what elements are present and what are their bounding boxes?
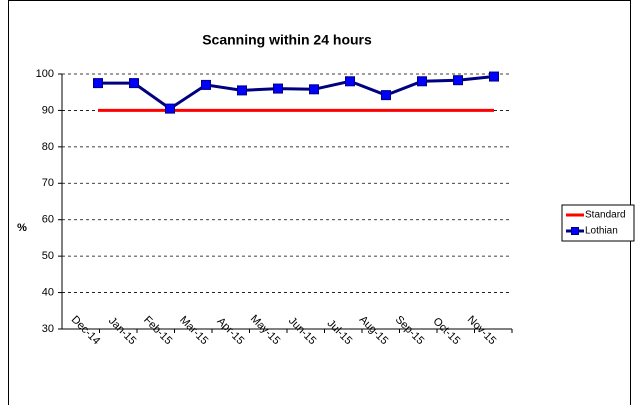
y-tick-label: 70 xyxy=(42,177,54,189)
point xyxy=(237,85,247,96)
point xyxy=(165,103,175,114)
point xyxy=(201,79,211,90)
chart-border xyxy=(8,0,631,410)
y-tick-label: 40 xyxy=(42,286,54,298)
legend-marker xyxy=(571,227,579,235)
point xyxy=(381,90,391,101)
point xyxy=(345,76,355,87)
point xyxy=(417,76,427,87)
y-axis-label: % xyxy=(17,222,27,234)
point xyxy=(489,71,499,82)
point xyxy=(309,84,319,95)
y-tick-label: 50 xyxy=(42,250,54,262)
y-tick-label: 80 xyxy=(42,141,54,153)
point xyxy=(129,78,139,89)
y-tick-label: 60 xyxy=(42,214,54,226)
series-line xyxy=(98,75,495,111)
chart-title: Scanning within 24 hours xyxy=(202,32,372,48)
point xyxy=(93,78,103,89)
y-tick-label: 30 xyxy=(42,323,54,335)
y-tick-label: 90 xyxy=(42,104,54,116)
legend-label: Lothian xyxy=(585,226,618,237)
y-tick-label: 100 xyxy=(36,68,54,80)
point xyxy=(453,75,463,86)
legend-label: Standard xyxy=(585,210,626,221)
point xyxy=(273,83,283,94)
